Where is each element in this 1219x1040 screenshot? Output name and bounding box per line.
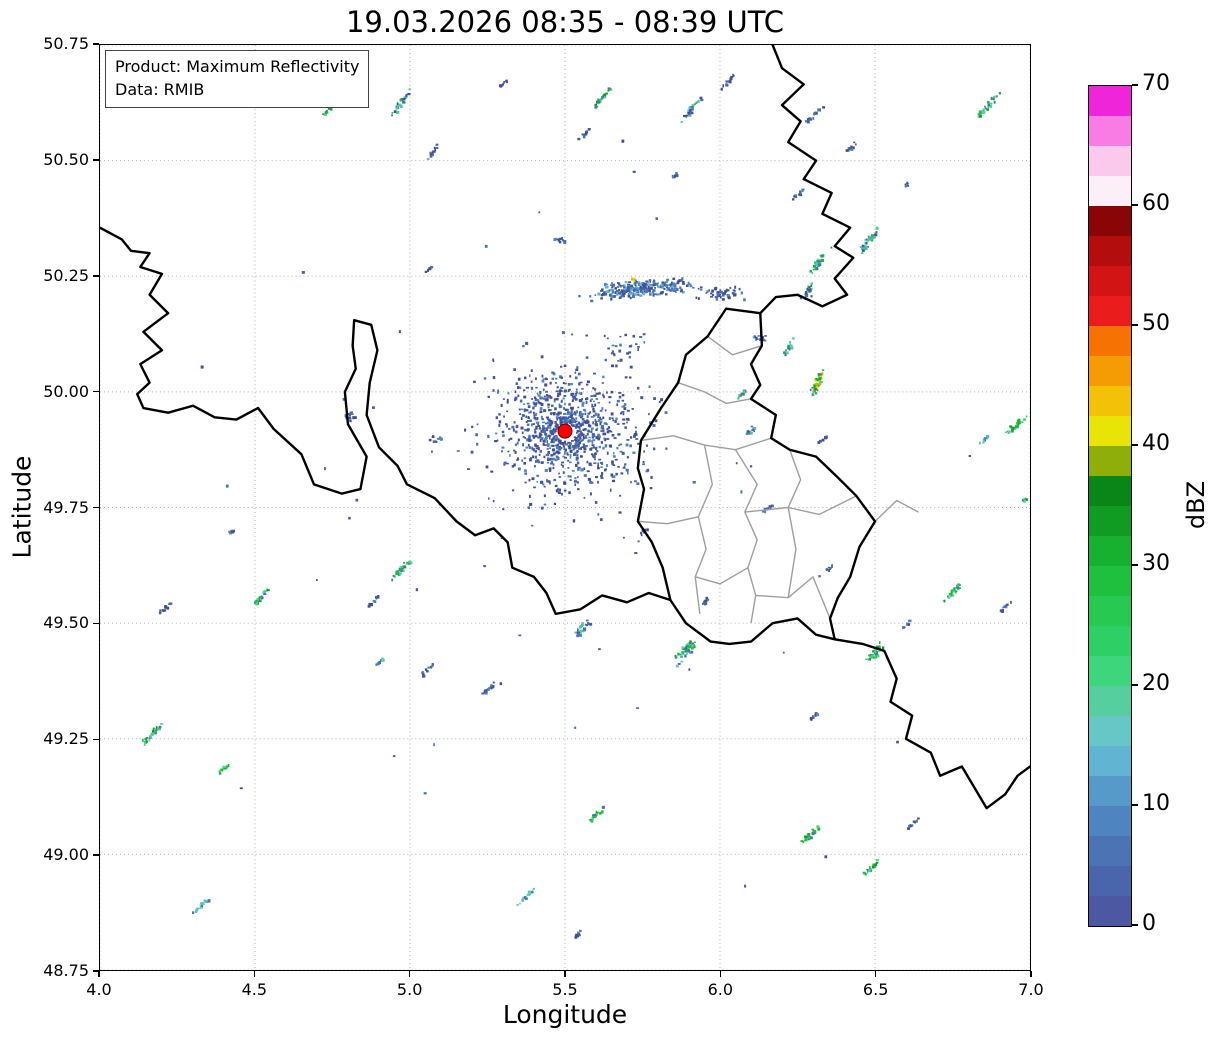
colorbar-band bbox=[1089, 235, 1131, 266]
colorbar-tick-label: 20 bbox=[1142, 671, 1170, 696]
colorbar-tick-label: 10 bbox=[1142, 791, 1170, 816]
y-tick-label: 48.75 bbox=[43, 961, 89, 980]
colorbar-tick-label: 50 bbox=[1142, 311, 1170, 336]
y-tick-label: 50.50 bbox=[43, 149, 89, 169]
colorbar-band bbox=[1089, 865, 1131, 896]
colorbar-tick-mark bbox=[1132, 564, 1138, 566]
colorbar-tick-label: 60 bbox=[1142, 191, 1170, 216]
colorbar-band bbox=[1089, 295, 1131, 326]
colorbar-tick-label: 70 bbox=[1142, 71, 1170, 96]
province-borders bbox=[637, 335, 919, 624]
colorbar-tick-mark bbox=[1132, 804, 1138, 806]
x-tick-mark bbox=[719, 971, 722, 977]
x-tick-mark bbox=[1030, 971, 1032, 977]
y-tick-label: 50.00 bbox=[43, 381, 89, 401]
gridlines bbox=[100, 45, 1030, 970]
colorbar-unit-label: dBZ bbox=[1182, 480, 1210, 530]
y-tick-label: 49.50 bbox=[43, 613, 89, 633]
x-tick-label: 7.0 bbox=[1018, 980, 1044, 999]
colorbar-band bbox=[1089, 265, 1131, 296]
colorbar-tick-label: 30 bbox=[1142, 551, 1170, 576]
colorbar-tick-label: 40 bbox=[1142, 431, 1170, 456]
y-tick-label: 49.00 bbox=[43, 845, 89, 865]
colorbar-band bbox=[1089, 145, 1131, 176]
colorbar-band bbox=[1089, 655, 1131, 686]
x-tick-label: 4.0 bbox=[86, 980, 112, 999]
x-tick-mark bbox=[408, 971, 411, 977]
product-info-box: Product: Maximum Reflectivity Data: RMIB bbox=[105, 50, 370, 109]
x-tick-mark bbox=[98, 971, 100, 977]
colorbar-band bbox=[1089, 505, 1131, 536]
colorbar-band bbox=[1089, 385, 1131, 416]
x-tick-mark bbox=[253, 971, 256, 977]
y-tick-mark bbox=[93, 506, 99, 509]
map-plot-area: Product: Maximum Reflectivity Data: RMIB bbox=[99, 44, 1031, 971]
colorbar-tick-mark bbox=[1132, 324, 1138, 326]
colorbar-tick-mark bbox=[1132, 684, 1138, 686]
y-tick-label: 49.25 bbox=[43, 729, 89, 749]
colorbar-tick-mark bbox=[1132, 204, 1138, 206]
colorbar-band bbox=[1089, 565, 1131, 596]
y-tick-mark bbox=[93, 43, 99, 45]
colorbar-band bbox=[1089, 205, 1131, 236]
colorbar-tick-mark bbox=[1132, 924, 1138, 926]
y-tick-mark bbox=[93, 390, 99, 393]
x-axis-label: Longitude bbox=[502, 1000, 628, 1029]
y-tick-label: 50.75 bbox=[43, 34, 89, 53]
colorbar-band bbox=[1089, 805, 1131, 836]
y-tick-mark bbox=[93, 738, 99, 740]
x-tick-label: 6.5 bbox=[862, 980, 889, 999]
y-tick-mark bbox=[93, 970, 99, 972]
colorbar bbox=[1088, 85, 1132, 927]
x-tick-mark bbox=[564, 971, 566, 977]
x-tick-mark bbox=[874, 971, 877, 977]
colorbar-band bbox=[1089, 325, 1131, 357]
y-tick-label: 49.75 bbox=[43, 497, 89, 517]
colorbar-band bbox=[1089, 85, 1131, 116]
x-tick-label: 6.0 bbox=[707, 980, 734, 999]
colorbar-band bbox=[1089, 355, 1131, 386]
colorbar-tick-mark bbox=[1132, 444, 1138, 446]
colorbar-band bbox=[1089, 745, 1131, 776]
colorbar-band bbox=[1089, 595, 1131, 626]
colorbar-band bbox=[1089, 715, 1131, 746]
y-tick-mark bbox=[93, 275, 99, 277]
colorbar-band bbox=[1089, 535, 1131, 566]
colorbar-band bbox=[1089, 175, 1131, 206]
product-label: Product: Maximum Reflectivity bbox=[115, 57, 360, 76]
x-tick-label: 5.5 bbox=[552, 980, 578, 999]
colorbar-tick-label: 0 bbox=[1142, 911, 1156, 936]
x-tick-label: 4.5 bbox=[241, 980, 268, 999]
y-tick-mark bbox=[93, 622, 99, 625]
colorbar-band bbox=[1089, 835, 1131, 866]
colorbar-band bbox=[1089, 415, 1131, 446]
y-tick-mark bbox=[93, 854, 99, 856]
colorbar-band bbox=[1089, 625, 1131, 656]
colorbar-tick-mark bbox=[1132, 84, 1138, 86]
radar-map-canvas bbox=[100, 45, 1030, 970]
colorbar-band bbox=[1089, 685, 1131, 716]
colorbar-band bbox=[1089, 475, 1131, 506]
x-tick-label: 5.0 bbox=[396, 980, 423, 999]
plot-title: 19.03.2026 08:35 - 08:39 UTC bbox=[345, 5, 785, 39]
y-tick-label: 50.25 bbox=[43, 265, 89, 285]
y-tick-mark bbox=[93, 159, 99, 161]
data-source-label: Data: RMIB bbox=[115, 80, 205, 100]
colorbar-band bbox=[1089, 115, 1131, 146]
country-borders bbox=[100, 45, 1030, 810]
colorbar-band bbox=[1089, 445, 1131, 476]
radar-site-marker bbox=[557, 423, 573, 439]
colorbar-band bbox=[1089, 775, 1131, 806]
colorbar-band bbox=[1089, 895, 1131, 926]
radar-echoes bbox=[141, 73, 1028, 939]
